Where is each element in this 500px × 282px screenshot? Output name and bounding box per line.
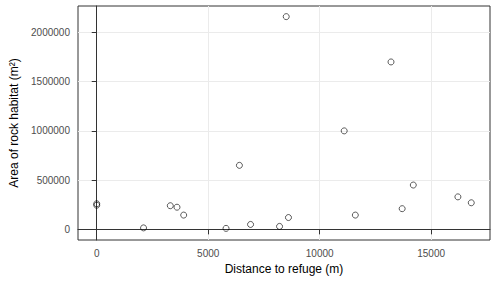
- svg-text:5000: 5000: [197, 248, 220, 259]
- svg-text:2000000: 2000000: [31, 27, 70, 38]
- svg-text:500000: 500000: [37, 175, 71, 186]
- svg-text:15000: 15000: [417, 248, 445, 259]
- svg-text:Distance to refuge (m): Distance to refuge (m): [225, 262, 344, 276]
- svg-text:Area of rock habitat (m²): Area of rock habitat (m²): [7, 58, 21, 187]
- svg-text:0: 0: [64, 224, 70, 235]
- svg-text:0: 0: [94, 248, 100, 259]
- svg-text:1000000: 1000000: [31, 125, 70, 136]
- svg-text:10000: 10000: [306, 248, 334, 259]
- svg-text:1500000: 1500000: [31, 76, 70, 87]
